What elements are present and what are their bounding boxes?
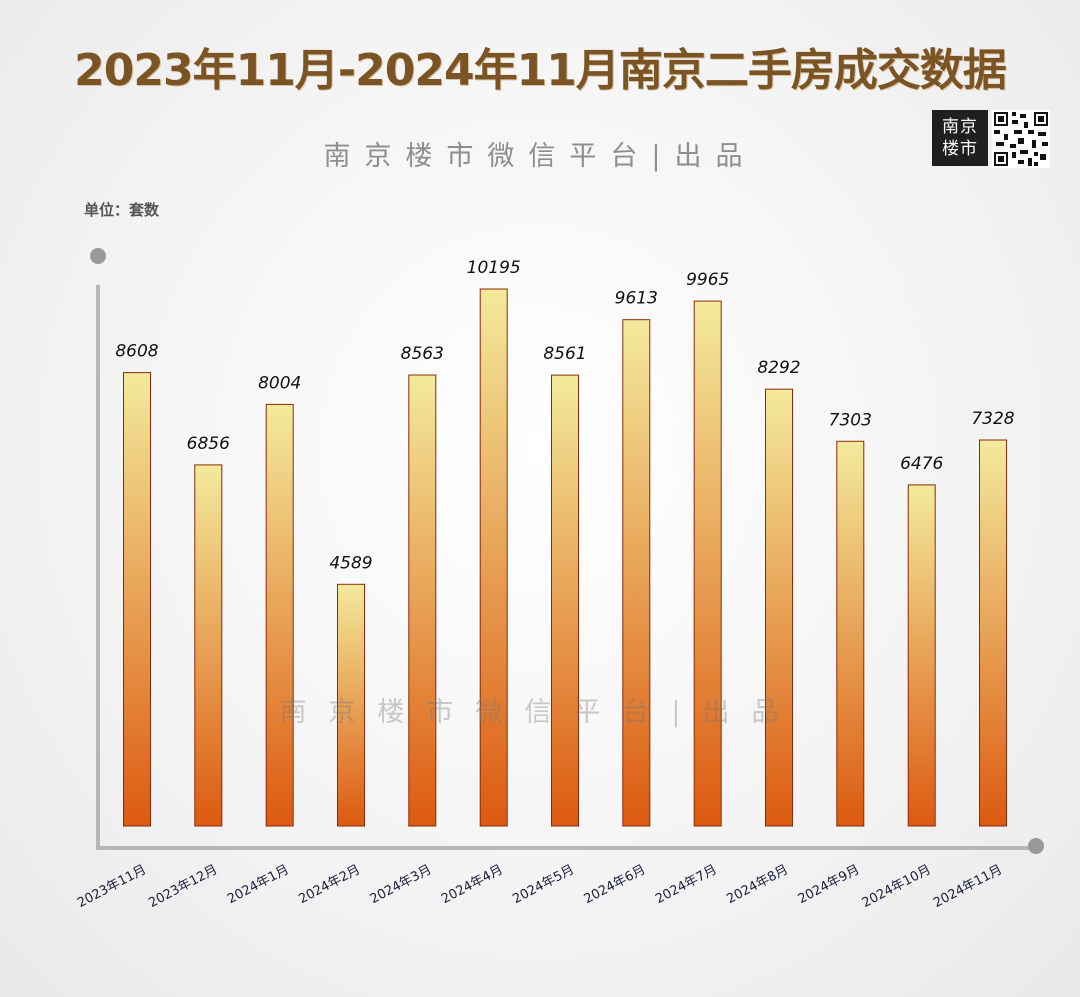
category-label: 2024年11月 — [931, 862, 1005, 911]
chart-axes — [90, 248, 1044, 854]
bar — [693, 300, 722, 827]
category-label: 2023年12月 — [146, 862, 220, 911]
value-label: 6856 — [187, 434, 230, 454]
value-label: 7303 — [829, 410, 872, 430]
unit-label: 单位：套数 — [84, 201, 160, 219]
category-label: 2024年7月 — [653, 862, 720, 907]
category-label: 2024年2月 — [296, 862, 363, 907]
value-label: 10195 — [467, 258, 521, 278]
value-label: 7328 — [971, 409, 1014, 429]
category-label: 2024年6月 — [582, 862, 649, 907]
value-label: 6476 — [900, 454, 943, 474]
bar — [408, 374, 437, 827]
bar — [551, 374, 579, 827]
category-label: 2024年4月 — [439, 862, 506, 907]
bar — [479, 288, 508, 827]
bar — [907, 484, 936, 827]
bar — [765, 388, 793, 827]
value-label: 9965 — [686, 270, 729, 290]
category-label: 2023年11月 — [75, 862, 149, 911]
logo-line-1: 南京 — [942, 117, 978, 137]
x-axis-end-dot — [1028, 838, 1044, 854]
bar — [123, 372, 151, 827]
value-label: 8561 — [543, 344, 586, 364]
bar — [265, 403, 294, 827]
category-label: 2024年9月 — [796, 862, 863, 907]
subtitle-text: 南京楼市微信平台|出品 — [323, 141, 757, 172]
bar — [194, 464, 223, 827]
subtitle: 南京楼市微信平台|出品 — [0, 134, 1080, 173]
chart-title: 2023年11月-2024年11月南京二手房成交数据 — [74, 45, 1007, 96]
value-label: 4589 — [329, 553, 372, 573]
y-axis-end-dot — [90, 248, 106, 264]
value-labels-group: 8608 6856 8004 4589 8563 10195 8561 9613 9965 829… — [115, 258, 1014, 573]
value-label: 8292 — [757, 358, 800, 378]
logo-line-2: 楼市 — [942, 139, 978, 159]
value-label: 8004 — [258, 373, 301, 393]
bar — [622, 319, 651, 827]
bar — [337, 583, 365, 827]
bar — [979, 439, 1007, 827]
bars-group — [123, 288, 1007, 827]
category-label: 2024年3月 — [368, 862, 435, 907]
category-label: 2024年8月 — [724, 862, 791, 907]
category-label: 2024年10月 — [860, 862, 934, 911]
bar — [836, 440, 865, 827]
category-label: 2024年5月 — [510, 862, 577, 907]
brand-logo: 南京 楼市 — [932, 110, 988, 166]
qr-code-icon — [992, 110, 1050, 168]
value-label: 8563 — [401, 344, 444, 364]
value-label: 9613 — [615, 289, 658, 309]
value-label: 8608 — [115, 342, 158, 362]
category-label: 2024年1月 — [225, 862, 292, 907]
